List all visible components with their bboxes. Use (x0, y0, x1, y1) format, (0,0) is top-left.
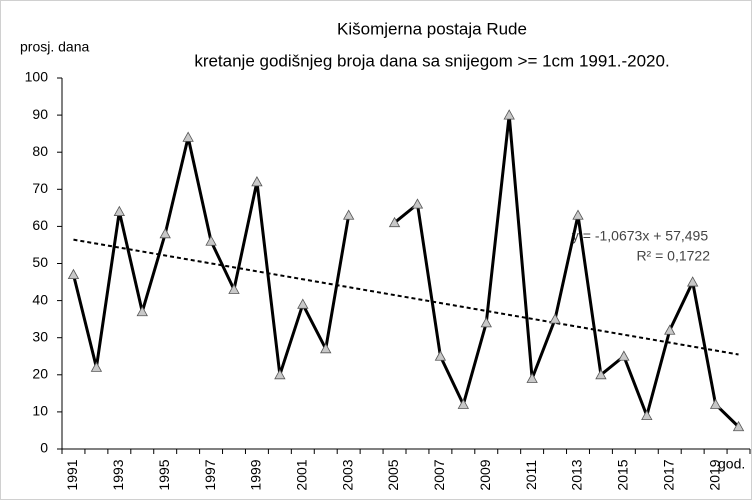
x-tick-label: 1991 (64, 459, 80, 490)
data-point (434, 350, 447, 361)
data-point (618, 350, 630, 361)
x-tick-label: 2003 (339, 459, 355, 490)
data-point (159, 227, 171, 239)
data-point (251, 176, 263, 187)
chart-title: Kišomjerna postaja Rude (337, 19, 527, 38)
y-tick-label: 10 (32, 403, 48, 419)
data-point (67, 268, 80, 280)
data-point (342, 209, 355, 220)
data-point (732, 420, 745, 432)
y-tick-label: 70 (32, 180, 48, 196)
data-point (90, 361, 103, 372)
x-tick-label: 2009 (477, 459, 493, 490)
x-tick-label: 2019 (706, 459, 722, 490)
trend-r-squared: R² = 0,1722 (636, 248, 710, 264)
x-tick-label: 2011 (523, 460, 539, 490)
data-point (205, 235, 217, 246)
x-tick-label: 2001 (294, 459, 310, 490)
data-point (136, 305, 148, 317)
x-tick-label: 2005 (385, 459, 401, 490)
x-tick-label: 1999 (248, 459, 264, 490)
y-tick-label: 80 (32, 143, 48, 159)
data-point (709, 398, 722, 409)
data-point (182, 131, 194, 142)
y-axis-label: prosj. dana (20, 39, 89, 55)
data-point (503, 109, 515, 120)
data-point (411, 198, 424, 209)
trend-equation: y = -1,0673x + 57,495 (572, 228, 708, 244)
data-point (572, 209, 584, 220)
data-point (320, 343, 332, 354)
y-tick-label: 20 (32, 366, 48, 382)
y-tick-label: 30 (32, 328, 48, 344)
x-tick-label: 2013 (569, 459, 585, 490)
data-point (549, 313, 561, 324)
chart-subtitle: kretanje godišnjeg broja dana sa snijego… (194, 51, 669, 70)
x-tick-label: 1997 (202, 459, 218, 490)
x-tick-label: 2007 (431, 459, 447, 490)
y-tick-label: 90 (32, 106, 48, 122)
data-point (297, 298, 309, 309)
y-tick-label: 40 (32, 291, 48, 307)
data-point (595, 368, 607, 380)
x-tick-label: 2015 (615, 459, 631, 490)
data-point (274, 368, 286, 380)
data-point (526, 372, 538, 383)
y-tick-label: 50 (32, 254, 48, 270)
trendline (73, 238, 739, 356)
x-tick-label: 2017 (660, 459, 676, 490)
data-point (457, 398, 470, 409)
x-tick-label: 1995 (156, 459, 172, 490)
y-tick-label: 60 (32, 217, 48, 233)
x-tick-label: 1993 (110, 459, 126, 490)
data-point (388, 216, 401, 228)
data-point (113, 205, 126, 216)
data-point (641, 409, 653, 421)
data-point (480, 317, 492, 328)
y-tick-label: 100 (25, 69, 49, 85)
x-axis-label: god. (718, 456, 745, 472)
data-point (686, 276, 699, 287)
data-point (228, 283, 240, 294)
series-line (393, 113, 740, 428)
y-tick-label: 0 (40, 440, 48, 456)
data-point (664, 324, 676, 335)
